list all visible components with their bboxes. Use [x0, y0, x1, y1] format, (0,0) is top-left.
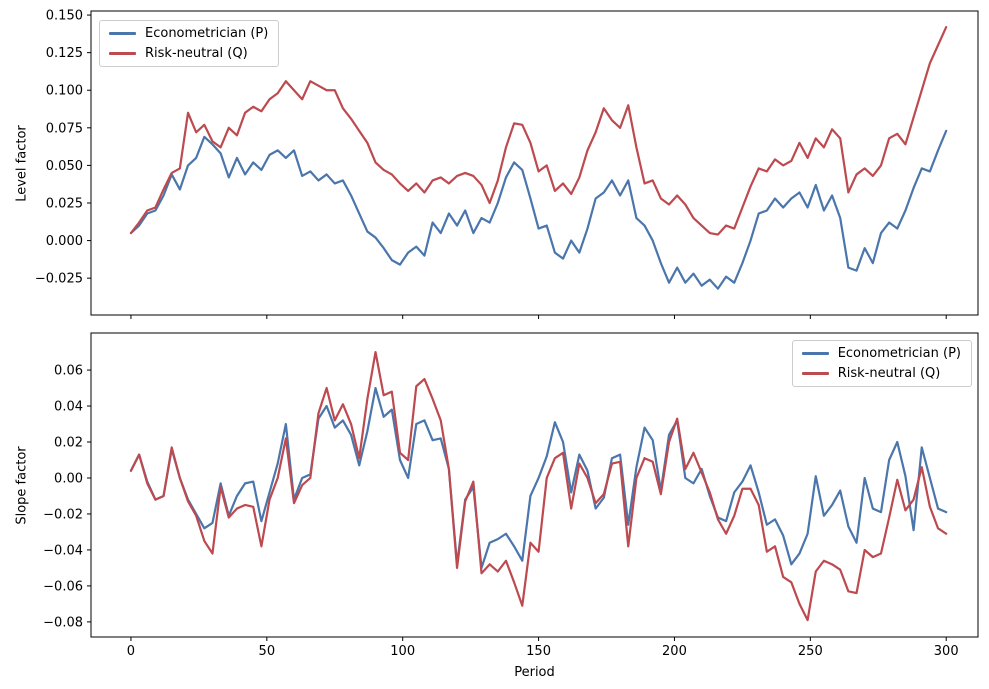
svg-text:0.04: 0.04 [54, 400, 83, 415]
legend-label: Risk-neutral (Q) [145, 46, 248, 61]
legend-entry-econometrician: Econometrician (P) [801, 346, 961, 361]
legend-entry-risk-neutral: Risk-neutral (Q) [801, 366, 961, 381]
legend-label: Risk-neutral (Q) [837, 366, 941, 381]
svg-text:0.000: 0.000 [46, 234, 83, 249]
svg-text:0.025: 0.025 [46, 196, 83, 211]
econometrician-line-swatch [801, 352, 829, 355]
svg-text:50: 50 [259, 644, 276, 659]
svg-text:−0.06: −0.06 [43, 579, 83, 594]
legend-label: Econometrician (P) [145, 26, 269, 41]
svg-text:0.125: 0.125 [46, 46, 83, 61]
svg-text:0.075: 0.075 [46, 121, 83, 136]
svg-text:0.100: 0.100 [46, 84, 83, 99]
econometrician-line-swatch [109, 32, 136, 35]
legend-bottom: Econometrician (P) Risk-neutral (Q) [791, 340, 972, 387]
svg-text:150: 150 [526, 644, 551, 659]
svg-text:−0.08: −0.08 [43, 615, 83, 630]
svg-text:0.00: 0.00 [54, 471, 83, 486]
svg-text:−0.04: −0.04 [43, 543, 83, 558]
svg-text:200: 200 [662, 644, 687, 659]
legend-entry-econometrician: Econometrician (P) [109, 26, 268, 41]
risk-neutral-line-swatch [109, 52, 136, 55]
svg-text:−0.02: −0.02 [43, 507, 83, 522]
svg-text:100: 100 [390, 644, 415, 659]
svg-text:0.150: 0.150 [46, 9, 83, 24]
svg-text:250: 250 [798, 644, 823, 659]
svg-text:300: 300 [934, 644, 959, 659]
svg-text:0.050: 0.050 [46, 159, 83, 174]
period-axis-label: Period [514, 665, 555, 680]
svg-text:0.02: 0.02 [54, 436, 83, 451]
legend-label: Econometrician (P) [837, 346, 961, 361]
risk-neutral-line-swatch [801, 372, 829, 375]
slope-factor-axis-label: Slope factor [14, 446, 30, 525]
svg-text:−0.025: −0.025 [35, 272, 83, 287]
svg-text:0: 0 [127, 644, 135, 659]
svg-text:0.06: 0.06 [54, 364, 83, 379]
legend-entry-risk-neutral: Risk-neutral (Q) [109, 46, 268, 61]
level-factor-axis-label: Level factor [14, 125, 30, 202]
legend-top: Econometrician (P) Risk-neutral (Q) [99, 20, 280, 67]
